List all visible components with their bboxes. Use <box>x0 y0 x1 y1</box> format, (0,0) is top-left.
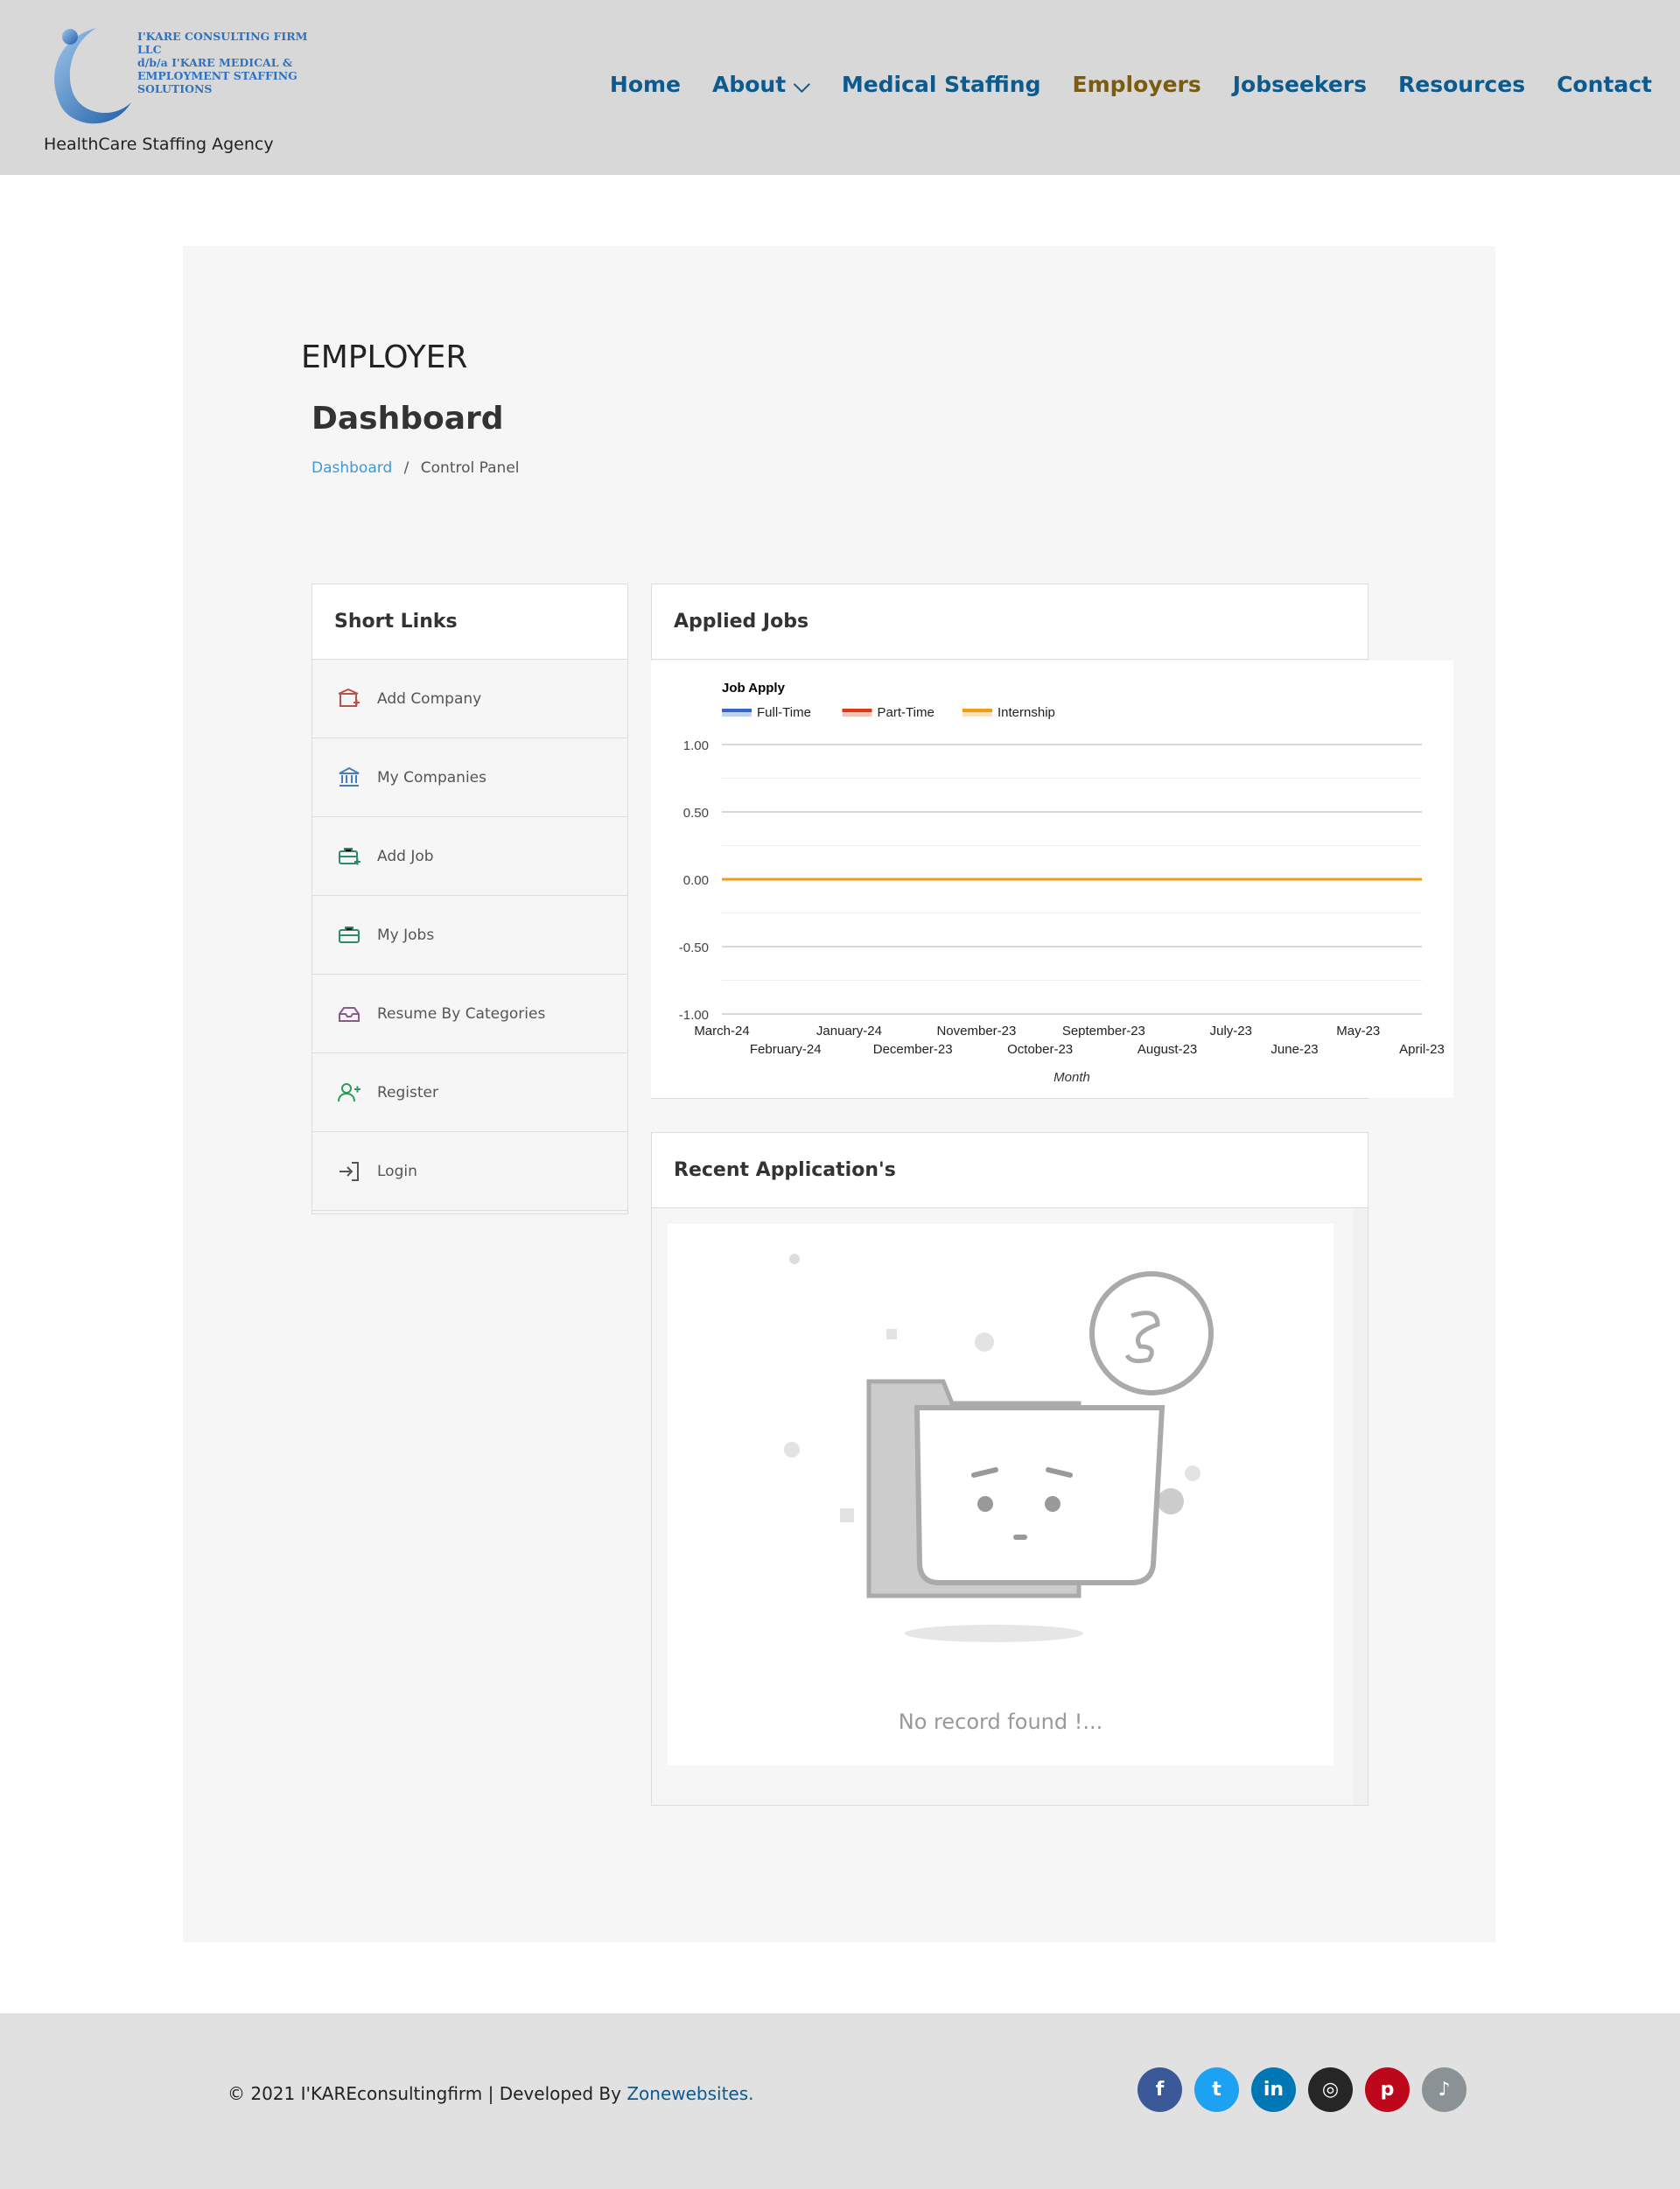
empty-folder-illustration-icon <box>784 1254 1214 1642</box>
breadcrumb-dashboard[interactable]: Dashboard <box>312 459 393 477</box>
y-tick-label: 0.50 <box>683 806 709 821</box>
x-tick-label: April-23 <box>1399 1042 1445 1057</box>
y-tick-label: 0.00 <box>683 873 709 888</box>
nav-medical-staffing[interactable]: Medical Staffing <box>841 72 1041 97</box>
nav-contact[interactable]: Contact <box>1557 72 1652 97</box>
x-tick-label: December-23 <box>873 1042 953 1057</box>
login-icon <box>340 1161 359 1181</box>
breadcrumb-sep: / <box>403 459 410 477</box>
short-link-label: Resume By Categories <box>377 1004 546 1023</box>
social-links: f t in ◎ p ♪ <box>1138 2067 1466 2112</box>
no-record-text: No record found !... <box>898 1710 1103 1734</box>
nav-jobseekers[interactable]: Jobseekers <box>1232 72 1368 97</box>
legend-label: Internship <box>998 705 1055 720</box>
y-tick-label: -1.00 <box>679 1008 709 1023</box>
nav-home[interactable]: Home <box>609 72 681 97</box>
short-link-add-company[interactable]: Add Company <box>312 660 627 738</box>
x-axis-label: Month <box>1054 1070 1090 1085</box>
short-link-my-jobs[interactable]: My Jobs <box>312 896 627 975</box>
site-header: I'KARE CONSULTING FIRM LLC d/b/a I'KARE M… <box>0 0 1680 175</box>
recent-applications-title: Recent Application's <box>652 1133 1368 1208</box>
inbox-icon <box>339 1006 360 1022</box>
applied-jobs-title: Applied Jobs <box>652 584 1368 660</box>
legend-label: Full-Time <box>757 705 811 720</box>
x-tick-label: September-23 <box>1062 1024 1145 1039</box>
developer-link[interactable]: Zonewebsites. <box>626 2083 754 2104</box>
logo[interactable]: I'KARE CONSULTING FIRM LLC d/b/a I'KARE M… <box>44 19 332 159</box>
x-tick-label: March-24 <box>694 1024 749 1039</box>
breadcrumb: Dashboard / Control Panel <box>312 459 520 477</box>
short-link-label: My Companies <box>377 768 486 787</box>
building-add-icon <box>338 688 360 707</box>
legend-swatch-fill <box>962 712 992 717</box>
logo-swirl-icon <box>54 28 132 124</box>
nav-resources[interactable]: Resources <box>1398 72 1526 97</box>
footer: © 2021 I'KAREconsultingfirm | Developed … <box>0 2013 1680 2189</box>
twitter-icon[interactable]: t <box>1194 2067 1239 2112</box>
copyright: © 2021 I'KAREconsultingfirm | Developed … <box>228 2083 754 2104</box>
short-link-register[interactable]: Register <box>312 1053 627 1132</box>
empty-state: No record found !... <box>668 1224 1334 1766</box>
legend-swatch <box>722 709 752 712</box>
bank-icon <box>339 766 360 787</box>
pinterest-icon[interactable]: p <box>1365 2067 1410 2112</box>
instagram-icon[interactable]: ◎ <box>1308 2067 1353 2112</box>
x-tick-label: May-23 <box>1336 1024 1380 1039</box>
short-link-label: Login <box>377 1162 417 1180</box>
scrollbar[interactable] <box>1354 1208 1368 1805</box>
short-link-add-job[interactable]: Add Job <box>312 817 627 896</box>
short-link-label: Add Job <box>377 847 434 865</box>
page-title: Dashboard <box>312 401 504 437</box>
breadcrumb-current: Control Panel <box>420 459 520 477</box>
nav-employers[interactable]: Employers <box>1072 72 1201 97</box>
briefcase-icon <box>339 926 360 943</box>
applied-jobs-chart: Job Apply Full-Time Part-Time Internship 1.0… <box>651 661 1453 1098</box>
tagline: HealthCare Staffing Agency <box>44 135 274 154</box>
y-tick-label: 1.00 <box>683 738 709 753</box>
copyright-text: © 2021 I'KAREconsultingfirm | Developed … <box>228 2083 627 2104</box>
tiktok-icon[interactable]: ♪ <box>1422 2067 1466 2112</box>
x-tick-label: August-23 <box>1138 1042 1197 1057</box>
linkedin-icon[interactable]: in <box>1251 2067 1296 2112</box>
user-plus-icon <box>338 1082 360 1101</box>
x-tick-label: February-24 <box>750 1042 822 1057</box>
short-link-label: Register <box>377 1083 438 1101</box>
logo-text: I'KARE CONSULTING FIRM LLC d/b/a I'KARE M… <box>137 30 308 95</box>
short-links-card: Short Links Add Company My Companies Add J… <box>312 584 628 1214</box>
x-tick-label: January-24 <box>816 1024 882 1039</box>
x-tick-label: November-23 <box>936 1024 1016 1039</box>
x-tick-label: June-23 <box>1270 1042 1318 1057</box>
short-links-title: Short Links <box>312 584 627 660</box>
legend-swatch-fill <box>842 712 872 717</box>
main-nav: Home About ⌵ Medical Staffing Employers … <box>610 72 1652 98</box>
legend-swatch-fill <box>722 712 752 717</box>
facebook-icon[interactable]: f <box>1138 2067 1182 2112</box>
legend-swatch <box>962 709 992 712</box>
short-link-my-companies[interactable]: My Companies <box>312 738 627 817</box>
chart-title: Job Apply <box>722 681 786 696</box>
short-link-label: Add Company <box>377 689 482 708</box>
recent-applications-card: Recent Application's No record found !..… <box>651 1132 1368 1806</box>
legend-label: Part-Time <box>878 705 934 720</box>
nav-about[interactable]: About ⌵ <box>712 72 810 97</box>
chart-svg: Job Apply Full-Time Part-Time Internship 1.0… <box>679 681 1445 1085</box>
short-link-label: My Jobs <box>377 926 435 944</box>
y-tick-label: -0.50 <box>679 941 709 955</box>
legend-swatch <box>842 709 872 712</box>
short-link-login[interactable]: Login <box>312 1132 627 1211</box>
short-link-resume-by-categories[interactable]: Resume By Categories <box>312 975 627 1053</box>
x-tick-label: October-23 <box>1007 1042 1073 1057</box>
briefcase-add-icon <box>339 847 360 864</box>
section-title: EMPLOYER <box>301 339 468 375</box>
x-tick-label: July-23 <box>1210 1024 1252 1039</box>
